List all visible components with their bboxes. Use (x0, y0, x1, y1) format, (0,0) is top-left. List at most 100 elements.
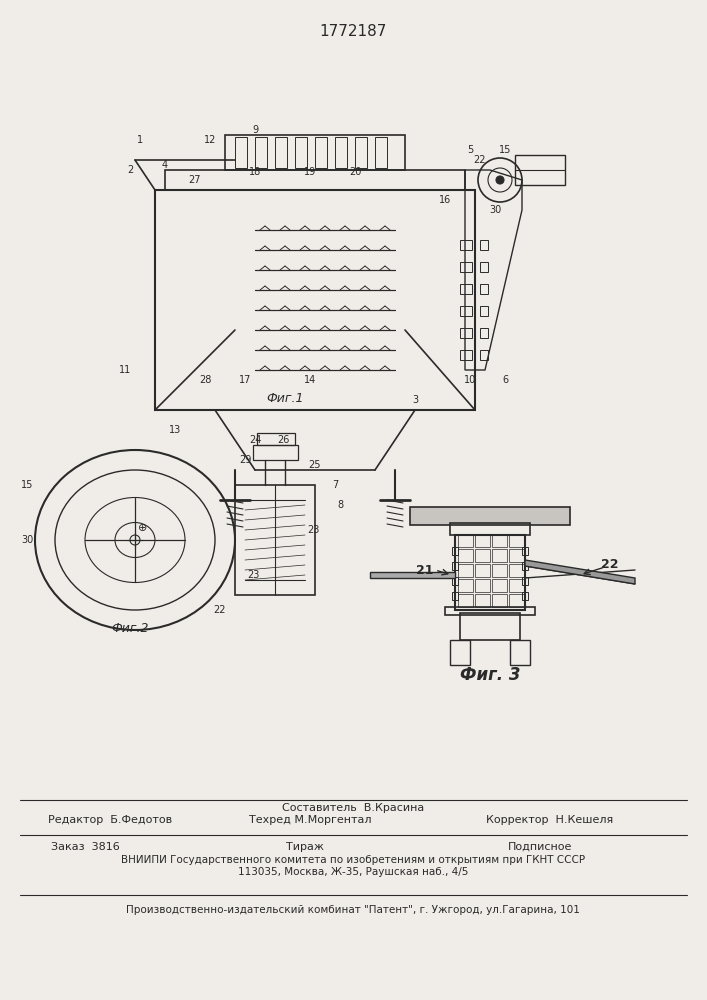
Bar (375, 137, 387, 168)
Text: 28: 28 (199, 375, 211, 385)
Bar (475, 534, 490, 547)
Text: 9: 9 (252, 125, 258, 135)
Bar (509, 564, 524, 577)
Bar (455, 535, 525, 610)
Text: Тираж: Тираж (286, 842, 334, 852)
Text: 30: 30 (21, 535, 33, 545)
Bar (460, 240, 472, 250)
Text: 13: 13 (169, 425, 181, 435)
Bar (522, 592, 528, 600)
Text: ⊕: ⊕ (139, 523, 148, 533)
Bar (492, 534, 507, 547)
Bar (509, 594, 524, 607)
Bar (522, 562, 528, 570)
Text: 23: 23 (307, 525, 319, 535)
Bar (509, 534, 524, 547)
Text: 11: 11 (119, 365, 131, 375)
Bar (450, 640, 470, 665)
Bar (450, 523, 530, 535)
Bar (410, 507, 570, 525)
Bar (460, 613, 520, 640)
Text: ВНИИПИ Государственного комитета по изобретениям и открытиям при ГКНТ СССР: ВНИИПИ Государственного комитета по изоб… (121, 855, 585, 865)
Text: 22: 22 (474, 155, 486, 165)
Text: Подписное: Подписное (508, 842, 572, 852)
Bar (458, 579, 473, 592)
Text: Техред М.Моргентал: Техред М.Моргентал (249, 815, 371, 825)
Text: 15: 15 (21, 480, 33, 490)
Bar (492, 564, 507, 577)
Text: Производственно-издательский комбинат "Патент", г. Ужгород, ул.Гагарина, 101: Производственно-издательский комбинат "П… (126, 905, 580, 915)
Bar (480, 240, 488, 250)
Text: 22: 22 (601, 558, 619, 572)
Text: 8: 8 (337, 500, 343, 510)
Bar (165, 170, 465, 190)
Bar (235, 137, 247, 168)
Bar (225, 135, 405, 170)
Bar (522, 547, 528, 555)
Bar (155, 190, 475, 410)
Bar (458, 549, 473, 562)
Text: 20: 20 (349, 167, 361, 177)
Bar (452, 592, 458, 600)
Text: 23: 23 (247, 570, 259, 580)
Text: Составитель  В.Красина: Составитель В.Красина (282, 803, 424, 813)
Text: 14: 14 (304, 375, 316, 385)
Text: 12: 12 (204, 135, 216, 145)
Bar (452, 547, 458, 555)
Bar (460, 262, 472, 272)
Text: 5: 5 (467, 145, 473, 155)
Bar (480, 262, 488, 272)
Text: Корректор  Н.Кешеля: Корректор Н.Кешеля (486, 815, 614, 825)
Text: Фиг.1: Фиг.1 (267, 391, 304, 404)
Bar (460, 350, 472, 360)
Circle shape (496, 176, 504, 184)
Bar (515, 155, 565, 185)
Text: Фиг.2: Фиг.2 (111, 621, 148, 635)
Bar (458, 534, 473, 547)
Text: 24: 24 (249, 435, 261, 445)
Bar (335, 137, 347, 168)
Text: 10: 10 (464, 375, 476, 385)
Bar (475, 549, 490, 562)
Bar (492, 594, 507, 607)
Bar (315, 137, 327, 168)
Bar (235, 485, 315, 595)
Bar (257, 433, 295, 445)
Text: 15: 15 (499, 145, 511, 155)
Text: 30: 30 (489, 205, 501, 215)
Text: 3: 3 (412, 395, 418, 405)
Bar (480, 284, 488, 294)
Bar (509, 549, 524, 562)
Text: 18: 18 (249, 167, 261, 177)
Text: Редактор  Б.Федотов: Редактор Б.Федотов (48, 815, 172, 825)
Text: 27: 27 (189, 175, 201, 185)
Bar (510, 640, 530, 665)
Text: 1772187: 1772187 (320, 24, 387, 39)
Bar (452, 562, 458, 570)
Text: 6: 6 (502, 375, 508, 385)
Bar (253, 445, 298, 460)
Text: 25: 25 (309, 460, 321, 470)
Text: 2: 2 (127, 165, 133, 175)
Bar (445, 607, 535, 615)
Bar (452, 577, 458, 585)
Text: 21: 21 (416, 564, 434, 576)
Text: Фиг. 3: Фиг. 3 (460, 666, 520, 684)
Bar (480, 350, 488, 360)
Bar (509, 579, 524, 592)
Text: Заказ  3816: Заказ 3816 (51, 842, 119, 852)
Text: 17: 17 (239, 375, 251, 385)
Polygon shape (525, 560, 635, 584)
Text: 22: 22 (214, 605, 226, 615)
Bar (460, 306, 472, 316)
Bar (255, 137, 267, 168)
Bar (458, 594, 473, 607)
Bar (275, 137, 287, 168)
Bar (460, 284, 472, 294)
Bar (480, 328, 488, 338)
Bar (460, 328, 472, 338)
Text: 26: 26 (277, 435, 289, 445)
Bar (475, 594, 490, 607)
Bar (355, 137, 367, 168)
Bar (522, 577, 528, 585)
